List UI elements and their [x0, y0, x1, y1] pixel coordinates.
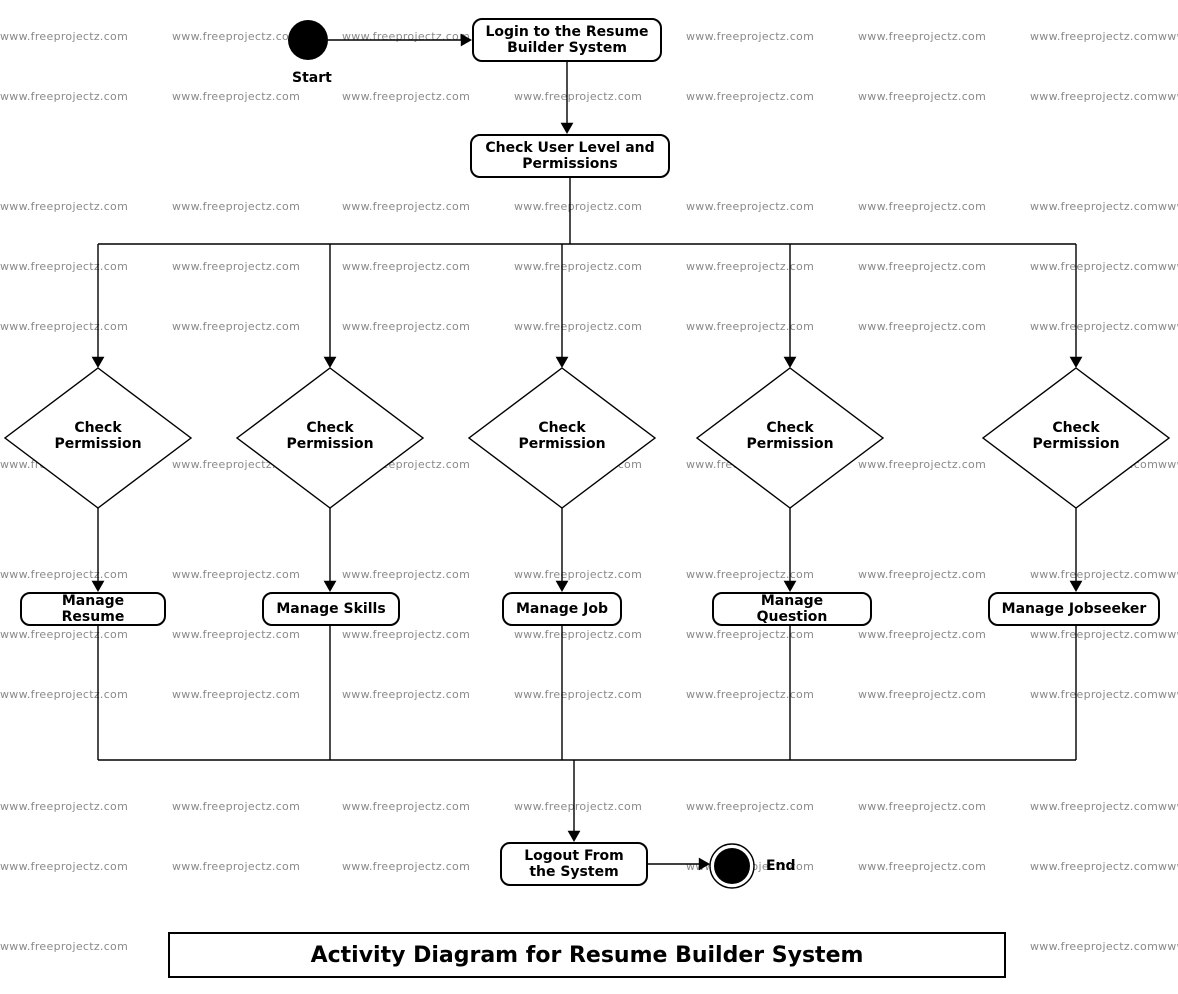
diagram-title: Activity Diagram for Resume Builder Syst…: [168, 932, 1006, 978]
decision-check-permission: Check Permission: [270, 420, 390, 452]
action-manage-question: Manage Question: [712, 592, 872, 626]
decision-check-permission: Check Permission: [1016, 420, 1136, 452]
node-login: Login to the Resume Builder System: [472, 18, 662, 62]
node-check: Check User Level and Permissions: [470, 134, 670, 178]
action-manage-resume: Manage Resume: [20, 592, 166, 626]
start-label: Start: [292, 70, 332, 86]
action-manage-jobseeker: Manage Jobseeker: [988, 592, 1160, 626]
node-logout: Logout From the System: [500, 842, 648, 886]
action-manage-job: Manage Job: [502, 592, 622, 626]
decision-check-permission: Check Permission: [502, 420, 622, 452]
end-label: End: [766, 858, 796, 874]
decision-check-permission: Check Permission: [38, 420, 158, 452]
decision-check-permission: Check Permission: [730, 420, 850, 452]
action-manage-skills: Manage Skills: [262, 592, 400, 626]
